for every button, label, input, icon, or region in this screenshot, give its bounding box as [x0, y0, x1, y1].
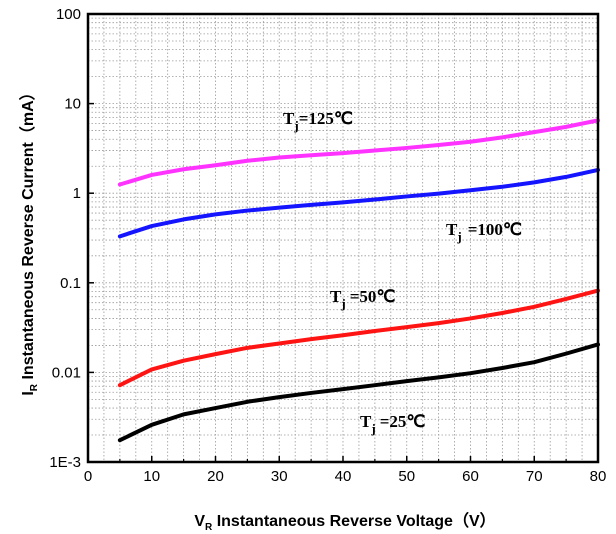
label-tj-25-subscript: j — [370, 421, 375, 436]
y-tick-labels: 100 10 1 0.1 0.01 1E-3 — [49, 6, 81, 471]
label-tj-125: Tj=125℃ — [283, 109, 353, 133]
label-tj-50: Tj =50℃ — [330, 287, 395, 311]
label-tj-100-main: T — [446, 220, 458, 239]
x-axis-title: VR Instantaneous Reverse Voltage（V） — [194, 512, 495, 533]
y-tick-label: 1E-3 — [49, 454, 81, 471]
x-axis-title-rest: Instantaneous Reverse Voltage（V） — [212, 512, 495, 530]
series-lines — [117, 118, 600, 443]
x-tick-label: 60 — [462, 468, 479, 485]
y-axis-title-main: I — [20, 391, 37, 395]
y-tick-label: 0.01 — [52, 364, 81, 381]
x-tick-label: 50 — [398, 468, 415, 485]
x-tick-label: 10 — [143, 468, 160, 485]
y-axis-title: IR Instantaneous Reverse Current（mA） — [19, 84, 40, 395]
y-tick-label: 10 — [64, 96, 81, 113]
label-tj-100-rest: =100℃ — [468, 220, 522, 239]
x-axis-title-main: V — [194, 513, 205, 530]
x-tick-label: 30 — [271, 468, 288, 485]
series-line-tj-100 — [117, 167, 600, 239]
label-tj-50-subscript: j — [340, 296, 345, 311]
x-axis-title-subscript: R — [205, 522, 213, 533]
x-tick-label: 70 — [526, 468, 543, 485]
label-tj-25-main: T — [360, 412, 372, 431]
series-line-tj-125 — [117, 118, 600, 187]
x-tick-label: 40 — [335, 468, 352, 485]
label-tj-50-main: T — [330, 287, 342, 306]
label-tj-125-rest: =125℃ — [299, 109, 353, 128]
y-tick-label: 0.1 — [60, 275, 81, 292]
label-tj-100-subscript: j — [456, 229, 461, 244]
label-tj-25-rest: =25℃ — [380, 412, 426, 431]
label-tj-25: Tj =25℃ — [360, 412, 425, 436]
y-tick-label: 1 — [73, 185, 81, 202]
label-tj-125-subscript: j — [293, 118, 298, 133]
grid — [88, 14, 598, 462]
x-tick-label: 80 — [590, 468, 607, 485]
axis-ticks — [87, 13, 599, 463]
y-tick-label: 100 — [56, 6, 81, 23]
series-line-tj-25 — [117, 342, 600, 443]
y-axis-title-subscript: R — [29, 383, 40, 391]
x-tick-label: 0 — [84, 468, 92, 485]
series-line-tj-50 — [117, 288, 600, 388]
label-tj-50-rest: =50℃ — [350, 287, 396, 306]
x-tick-label: 20 — [207, 468, 224, 485]
label-tj-100: Tj =100℃ — [446, 220, 522, 244]
y-axis-title-rest: Instantaneous Reverse Current（mA） — [19, 84, 37, 384]
x-tick-labels: 0 10 20 30 40 50 60 70 80 — [84, 468, 607, 485]
label-tj-125-main: T — [283, 109, 295, 128]
